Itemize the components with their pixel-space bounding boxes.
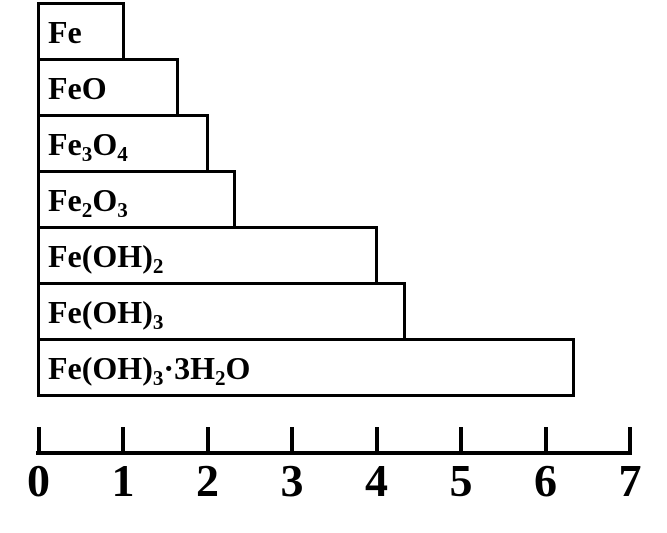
x-axis-tick xyxy=(36,427,41,455)
bar-row-1: FeO xyxy=(37,58,180,117)
x-axis-tick xyxy=(205,427,210,455)
x-axis-tick xyxy=(121,427,125,455)
bar-label: Fe(OH)3 xyxy=(48,293,164,334)
bars-area: Fe FeO Fe3O4 Fe2O3 Fe(OH)2 Fe(OH)3 Fe(OH)3·3H2… xyxy=(37,2,575,397)
bar-label: Fe(OH)3·3H2O xyxy=(48,349,251,390)
bar-row-2: Fe3O4 xyxy=(37,114,209,173)
x-axis-tick-label: 5 xyxy=(449,455,473,506)
x-axis-line xyxy=(36,451,632,455)
x-axis-tick xyxy=(290,427,294,455)
x-axis-tick-label: 3 xyxy=(280,455,304,506)
x-axis-tick-label: 1 xyxy=(111,455,135,506)
bar-label: Fe xyxy=(48,13,82,50)
bar-label: Fe2O3 xyxy=(48,181,128,222)
bar-label: Fe3O4 xyxy=(48,125,128,166)
x-axis-tick-label: 0 xyxy=(27,455,50,506)
bar-row-3: Fe2O3 xyxy=(37,170,237,229)
x-axis-tick xyxy=(459,427,463,455)
x-axis-tick-label: 2 xyxy=(196,455,219,506)
bar-label: FeO xyxy=(48,69,107,106)
bar-row-4: Fe(OH)2 xyxy=(37,226,378,285)
x-axis-tick xyxy=(374,427,379,455)
x-axis-tick-label: 4 xyxy=(365,455,388,506)
x-axis-tick xyxy=(543,427,548,455)
bar-label: Fe(OH)2 xyxy=(48,237,164,278)
x-axis-tick xyxy=(628,427,632,455)
bar-row-5: Fe(OH)3 xyxy=(37,282,406,341)
bar-row-6: Fe(OH)3·3H2O xyxy=(37,338,575,397)
bar-row-0: Fe xyxy=(37,2,125,61)
x-axis-tick-label: 6 xyxy=(534,455,557,506)
x-axis-tick-label: 7 xyxy=(618,455,642,506)
